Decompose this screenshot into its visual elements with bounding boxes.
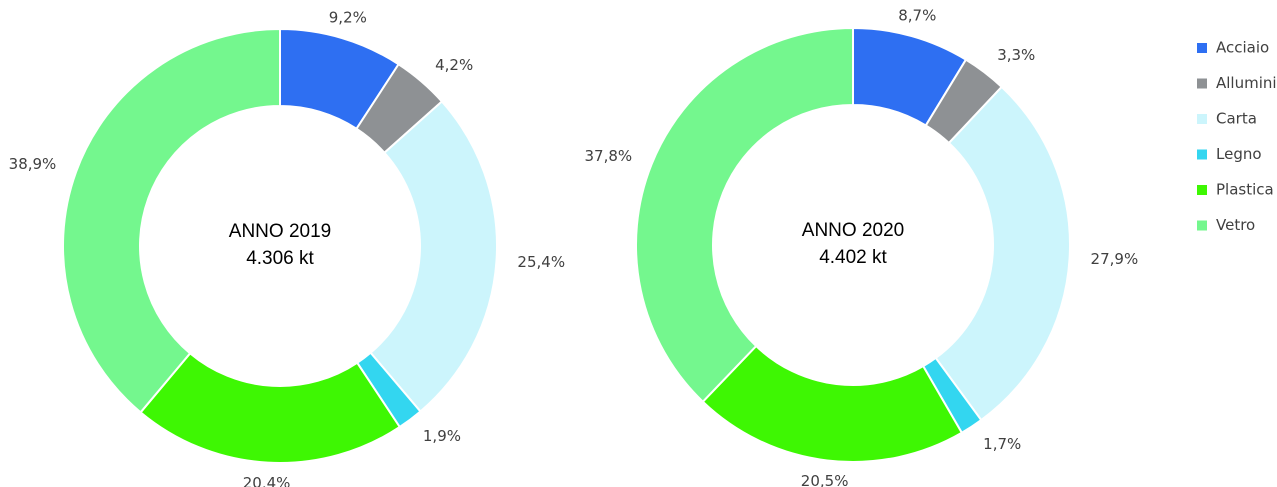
- legend-label: Plastica: [1216, 181, 1274, 199]
- data-label: 20,5%: [801, 472, 849, 487]
- center-title: ANNO 2020: [802, 220, 904, 241]
- data-label: 1,9%: [423, 427, 461, 445]
- legend-label: Vetro: [1216, 216, 1255, 234]
- data-label: 3,3%: [997, 46, 1035, 64]
- data-label: 37,8%: [585, 147, 633, 165]
- donut-slice: [369, 100, 498, 413]
- data-label: 27,9%: [1091, 250, 1139, 268]
- legend-label: Acciaio: [1216, 39, 1269, 57]
- data-label: 25,4%: [517, 253, 565, 271]
- donut-slice: [635, 26, 854, 404]
- legend-label: Legno: [1216, 145, 1262, 163]
- data-label: 20,4%: [243, 474, 291, 487]
- center-subtitle: 4.306 kt: [246, 248, 314, 269]
- legend-label: Carta: [1216, 110, 1257, 128]
- center-title: ANNO 2019: [229, 221, 331, 242]
- legend-swatch: [1197, 149, 1207, 160]
- donut-slice: [701, 344, 964, 463]
- donut-slice: [934, 85, 1071, 422]
- legend-swatch: [1197, 43, 1207, 53]
- legend-swatch: [1197, 114, 1207, 124]
- data-label: 1,7%: [983, 435, 1021, 453]
- donut-slice: [139, 351, 402, 464]
- legend-swatch: [1197, 220, 1207, 231]
- legend-swatch: [1197, 78, 1207, 89]
- legend-swatch: [1197, 185, 1207, 195]
- data-label: 4,2%: [435, 56, 473, 74]
- center-subtitle: 4.402 kt: [819, 247, 887, 268]
- data-label: 9,2%: [329, 8, 367, 26]
- data-label: 38,9%: [9, 155, 57, 173]
- legend-label: Alluminio: [1216, 74, 1277, 92]
- data-label: 8,7%: [898, 6, 936, 24]
- donut-slice: [62, 27, 281, 414]
